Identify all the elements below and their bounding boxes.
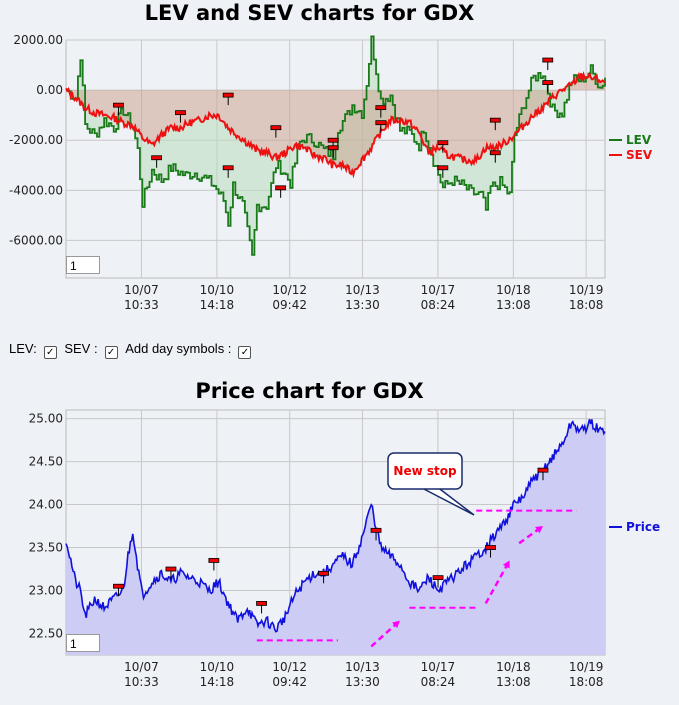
legend-sev-label: SEV (626, 148, 653, 162)
x-tick-label: 10/17 (421, 283, 456, 297)
sev-fill (66, 73, 605, 175)
lev-checkbox[interactable]: ✓ (43, 346, 57, 359)
lev-sev-fill (66, 36, 605, 255)
x-tick-label: 14:18 (200, 675, 235, 689)
x-tick-label: 13:30 (345, 298, 380, 312)
day-symbol-marker (489, 117, 501, 123)
day-symbols-label: Add day symbols : (125, 341, 232, 356)
x-tick-label: 13:08 (496, 298, 531, 312)
day-symbol-marker (485, 545, 496, 550)
day-symbol-marker (222, 165, 234, 171)
y-tick-label: 22.50 (29, 627, 63, 641)
zoom-input-top[interactable]: 1 (66, 256, 100, 274)
lev-label: LEV: (9, 341, 37, 356)
x-tick-label: 10/12 (272, 660, 307, 674)
zoom-input-bottom[interactable]: 1 (66, 634, 100, 652)
day-symbol-marker (489, 150, 501, 156)
day-symbol-marker (537, 467, 549, 473)
x-tick-label: 10/10 (200, 660, 235, 674)
price-area (66, 419, 605, 655)
sev-checkbox[interactable]: ✓ (104, 346, 118, 359)
x-tick-label: 09:42 (272, 675, 307, 689)
y-tick-label: 24.50 (29, 455, 63, 469)
y-tick-label: -2000.00 (9, 133, 63, 147)
day-symbol-marker (437, 140, 449, 146)
legend-price-label: Price (626, 520, 660, 534)
trend-arrow (484, 559, 511, 605)
trend-arrowhead (535, 526, 543, 534)
lev-sev-chart: 2000.00 0.00 -2000.00 -4000.00 -6000.00 10/07… (9, 33, 653, 312)
day-symbol-marker (370, 527, 382, 533)
x-tick-label: 09:42 (272, 298, 307, 312)
x-tick-label: 10/19 (569, 283, 604, 297)
day-symbols-checkbox[interactable]: ✓ (238, 346, 252, 359)
x-tick-label: 13:08 (496, 675, 531, 689)
y-tick-label: 24.00 (29, 498, 63, 512)
y-tick-label: 23.50 (29, 541, 63, 555)
x-tick-label: 10/13 (345, 283, 380, 297)
y-tick-label: 2000.00 (13, 33, 63, 47)
day-symbol-marker (375, 120, 387, 126)
x-tick-label: 10/17 (421, 660, 456, 674)
x-tick-label: 18:08 (569, 298, 604, 312)
legend-lev-label: LEV (626, 133, 652, 147)
y-tick-label: 0.00 (36, 83, 63, 97)
day-symbol-marker (542, 57, 554, 63)
day-symbol-marker (318, 570, 329, 576)
day-symbol-marker (175, 110, 186, 116)
y-tick-label: -6000.00 (9, 233, 63, 247)
x-tick-label: 10/07 (124, 283, 159, 297)
price-line (65, 419, 606, 633)
callout-text: New stop (393, 464, 457, 478)
x-tick-label: 14:18 (200, 298, 235, 312)
x-tick-label: 10/18 (496, 660, 531, 674)
y-tick-label: 25.00 (29, 412, 63, 426)
price-chart-title: Price chart for GDX (195, 379, 424, 403)
x-tick-label: 18:08 (569, 675, 604, 689)
x-tick-label: 08:24 (421, 675, 456, 689)
x-tick-label: 13:30 (345, 675, 380, 689)
day-symbol-marker (208, 558, 220, 563)
sev-line (65, 71, 606, 179)
day-symbol-marker (432, 575, 444, 581)
x-tick-label: 10/07 (124, 660, 159, 674)
x-tick-label: 10:33 (124, 298, 159, 312)
x-tick-label: 10:33 (124, 675, 159, 689)
x-tick-label: 10/10 (200, 283, 235, 297)
sev-label: SEV : (64, 341, 98, 356)
day-symbol-marker (327, 137, 339, 143)
day-symbol-marker (542, 80, 554, 85)
day-symbol-marker (256, 601, 267, 606)
day-symbol-marker (327, 145, 339, 151)
trend-arrowhead (392, 620, 400, 629)
day-symbol-marker (113, 583, 124, 589)
day-symbol-marker (270, 125, 282, 131)
y-tick-label: -4000.00 (9, 183, 63, 197)
day-symbol-marker (113, 102, 124, 108)
x-tick-label: 08:24 (421, 298, 456, 312)
x-tick-label: 10/18 (496, 283, 531, 297)
y-tick-label: 23.00 (29, 584, 63, 598)
trend-arrowhead (502, 560, 510, 569)
day-symbol-marker (275, 185, 287, 191)
day-symbol-marker (165, 566, 177, 572)
x-tick-label: 10/13 (345, 660, 380, 674)
day-symbol-marker (437, 165, 449, 171)
chart-controls: LEV: ✓ SEV : ✓ Add day symbols : ✓ (9, 341, 252, 359)
day-symbol-marker (375, 105, 387, 111)
x-tick-label: 10/19 (569, 660, 604, 674)
lev-sev-chart-title: LEV and SEV charts for GDX (144, 1, 475, 25)
day-symbol-marker (151, 155, 163, 161)
day-symbol-marker (222, 92, 234, 98)
x-tick-label: 10/12 (272, 283, 307, 297)
callout-box (387, 452, 463, 490)
